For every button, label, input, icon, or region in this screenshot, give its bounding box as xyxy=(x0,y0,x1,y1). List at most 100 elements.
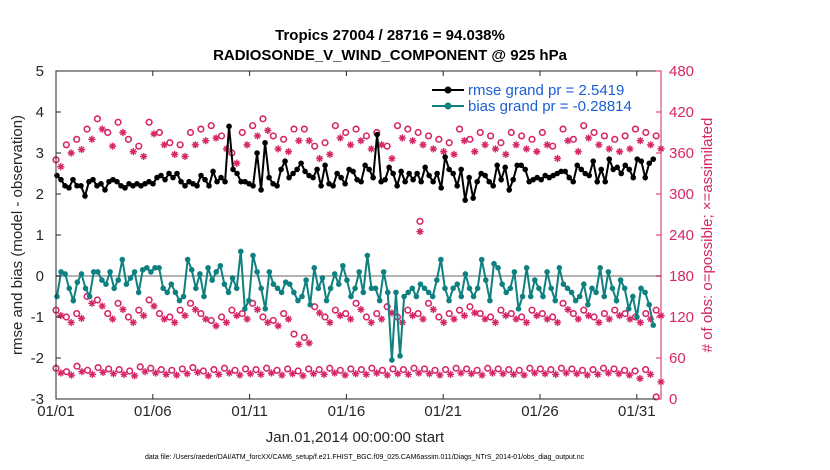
obs-possible-4-12 xyxy=(176,306,184,314)
bias-point-58 xyxy=(291,289,297,296)
rmse-point-105 xyxy=(474,178,480,185)
bias-point-118 xyxy=(536,285,542,292)
y-tick-label-left: 0 xyxy=(36,268,44,285)
obs-assimilated-5-1 xyxy=(67,318,75,327)
rmse-point-51 xyxy=(258,187,264,193)
obs-possible-2-27 xyxy=(331,122,339,130)
rmse-point-53 xyxy=(266,174,272,181)
obs-possible-6-57 xyxy=(652,393,660,401)
rmse-point-89 xyxy=(410,176,416,183)
obs-possible-2-29 xyxy=(352,125,360,133)
obs-assimilated-3-50 xyxy=(574,148,582,156)
bias-point-122 xyxy=(552,297,559,304)
bias-point-17 xyxy=(123,281,130,288)
obs-assimilated-5-30 xyxy=(367,318,375,327)
rmse-point-28 xyxy=(166,170,172,177)
x-tick-label: 01/31 xyxy=(618,403,656,420)
bias-point-59 xyxy=(295,297,301,304)
bias-point-52 xyxy=(266,269,273,275)
obs-assimilated-3-56 xyxy=(636,137,644,145)
bias-point-106 xyxy=(487,297,493,304)
obs-assimilated-5-40 xyxy=(471,309,479,317)
rmse-point-36 xyxy=(198,172,204,179)
obs-assimilated-7-47 xyxy=(552,370,560,378)
obs-assimilated-5-0 xyxy=(57,312,65,320)
bias-point-6 xyxy=(78,271,85,277)
rmse-point-39 xyxy=(210,168,216,175)
obs-assimilated-7-48 xyxy=(562,369,570,377)
bias-point-3 xyxy=(66,285,73,292)
rmse-point-148 xyxy=(646,160,653,167)
bias-point-0 xyxy=(54,293,60,300)
obs-possible-6-30 xyxy=(368,364,376,372)
obs-assimilated-7-11 xyxy=(173,371,181,379)
rmse-point-93 xyxy=(426,172,432,179)
obs-assimilated-3-6 xyxy=(119,128,127,137)
obs-possible-6-13 xyxy=(189,363,197,372)
rmse-point-78 xyxy=(366,166,372,173)
obs-possible-2-37 xyxy=(435,135,443,143)
bias-point-115 xyxy=(523,265,530,271)
obs-possible-6-20 xyxy=(262,364,271,372)
bias-point-62 xyxy=(307,301,313,308)
bias-point-26 xyxy=(160,285,166,292)
rmse-point-136 xyxy=(598,166,605,173)
obs-possible-6-54 xyxy=(620,366,629,374)
obs-possible-2-25 xyxy=(311,142,319,150)
obs-assimilated-7-2 xyxy=(78,368,86,376)
obs-assimilated-7-13 xyxy=(194,368,202,376)
bias-point-47 xyxy=(246,297,252,304)
obs-assimilated-3-45 xyxy=(522,145,531,153)
obs-possible-6-6 xyxy=(115,366,123,374)
obs-assimilated-7-26 xyxy=(330,369,339,377)
obs-possible-6-38 xyxy=(452,364,460,372)
obs-possible-2-51 xyxy=(580,122,588,130)
rmse-point-149 xyxy=(650,156,657,162)
obs-possible-6-16 xyxy=(220,364,229,372)
bias-point-30 xyxy=(176,297,183,304)
bias-point-130 xyxy=(585,301,591,308)
obs-possible-2-10 xyxy=(155,128,164,137)
rmse-point-52 xyxy=(262,139,268,146)
rmse-point-45 xyxy=(234,170,240,177)
obs-possible-4-19 xyxy=(249,299,257,307)
rmse-point-86 xyxy=(398,168,404,175)
bias-point-8 xyxy=(86,293,93,300)
obs-assimilated-7-23 xyxy=(299,372,307,380)
bias-point-135 xyxy=(605,269,612,275)
obs-possible-6-40 xyxy=(473,366,481,374)
rmse-point-91 xyxy=(418,178,424,185)
obs-assimilated-5-4 xyxy=(98,302,106,310)
bias-point-34 xyxy=(193,285,199,292)
obs-assimilated-5-28 xyxy=(346,315,355,323)
bias-point-108 xyxy=(495,265,501,271)
rmse-point-62 xyxy=(302,168,308,175)
obs-possible-6-42 xyxy=(494,365,502,373)
obs-assimilated-5-9 xyxy=(150,302,158,310)
bias-point-80 xyxy=(380,269,387,275)
obs-possible-4-54 xyxy=(611,306,619,314)
obs-possible-2-14 xyxy=(197,125,205,133)
bias-point-46 xyxy=(242,306,248,312)
rmse-point-103 xyxy=(466,174,472,181)
obs-assimilated-5-5 xyxy=(108,315,117,323)
bias-point-39 xyxy=(213,269,220,275)
rmse-point-142 xyxy=(622,162,629,169)
obs-possible-4-38 xyxy=(445,309,453,318)
bias-point-104 xyxy=(478,256,485,263)
obs-assimilated-7-29 xyxy=(362,370,370,378)
bias-point-101 xyxy=(466,285,473,292)
obs-possible-4-22 xyxy=(280,309,288,318)
bias-point-86 xyxy=(405,289,412,296)
bias-point-19 xyxy=(131,269,138,275)
rmse-point-60 xyxy=(294,166,300,173)
rmse-point-109 xyxy=(490,183,496,189)
obs-assimilated-5-16 xyxy=(222,318,231,327)
rmse-point-90 xyxy=(414,170,420,177)
obs-assimilated-5-37 xyxy=(440,318,448,327)
rmse-point-140 xyxy=(614,164,621,171)
obs-assimilated-5-44 xyxy=(512,315,520,323)
obs-possible-6-4 xyxy=(94,363,102,372)
obs-assimilated-3-10 xyxy=(160,141,168,149)
bias-point-79 xyxy=(376,297,383,304)
